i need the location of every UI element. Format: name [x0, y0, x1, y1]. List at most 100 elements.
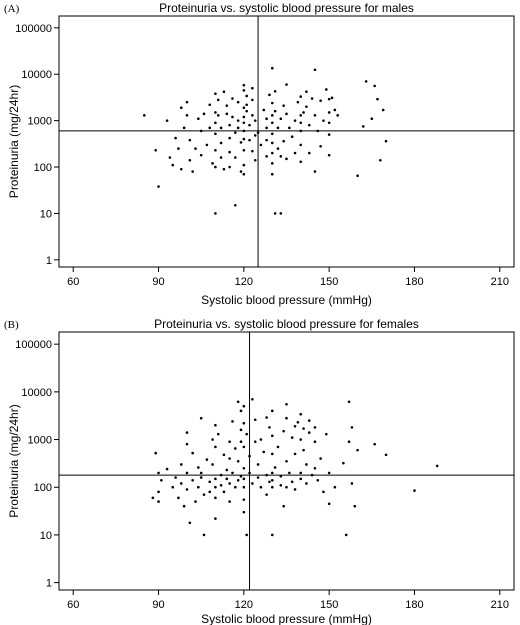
data-point	[228, 482, 231, 485]
data-point	[185, 114, 189, 117]
data-point	[251, 98, 254, 102]
data-point	[319, 144, 322, 148]
data-point	[356, 174, 359, 178]
data-point	[270, 162, 274, 165]
data-point	[270, 485, 274, 489]
x-axis-label: Systolic blood pressure (mmHg)	[201, 612, 372, 625]
data-point	[191, 478, 194, 482]
data-point	[333, 108, 337, 112]
data-point	[299, 129, 303, 133]
data-point	[285, 112, 288, 116]
data-point	[214, 485, 217, 489]
data-point	[239, 428, 243, 432]
data-point	[199, 416, 203, 420]
data-point	[285, 485, 288, 489]
data-point	[185, 431, 189, 434]
data-point	[313, 170, 317, 173]
data-point	[208, 126, 212, 130]
data-point	[165, 467, 169, 471]
data-point	[234, 447, 237, 450]
y-axis-label: Proteinuria (mg/24hr)	[7, 85, 21, 198]
data-point	[285, 402, 288, 406]
data-point	[270, 533, 274, 537]
data-point	[211, 463, 214, 466]
data-point	[265, 473, 268, 477]
data-point	[242, 137, 246, 141]
data-point	[364, 80, 368, 83]
data-point	[288, 471, 291, 475]
data-point	[302, 448, 305, 452]
data-point	[245, 109, 248, 113]
data-point	[151, 496, 155, 500]
data-point	[225, 112, 229, 116]
data-point	[313, 466, 317, 470]
data-point	[413, 489, 416, 492]
data-point	[302, 427, 305, 430]
data-point	[270, 478, 274, 482]
data-point	[239, 170, 243, 173]
x-tick-label: 210	[491, 599, 509, 611]
data-point	[191, 451, 194, 455]
data-point	[165, 119, 169, 122]
y-tick-label: 10	[40, 530, 52, 542]
data-point	[293, 424, 297, 428]
data-point	[160, 478, 163, 482]
data-point	[344, 533, 348, 537]
data-point	[199, 476, 203, 479]
data-point	[273, 466, 277, 469]
data-point	[143, 114, 146, 117]
data-point	[214, 423, 217, 427]
data-point	[270, 114, 274, 117]
data-point	[299, 412, 303, 416]
data-point	[168, 156, 172, 159]
data-point	[270, 66, 274, 70]
data-point	[273, 212, 277, 215]
data-point	[199, 471, 203, 475]
data-point	[259, 143, 263, 147]
data-point	[214, 517, 217, 520]
data-point	[350, 426, 354, 429]
data-point	[379, 158, 382, 162]
data-point	[185, 100, 189, 104]
data-point	[285, 83, 288, 86]
data-point	[270, 409, 274, 413]
data-point	[228, 457, 231, 460]
data-point	[276, 445, 280, 449]
data-point	[342, 461, 345, 465]
data-point	[270, 172, 274, 176]
x-tick-label: 90	[152, 276, 164, 288]
data-point	[279, 474, 283, 478]
data-point	[231, 420, 234, 423]
data-point	[228, 150, 231, 154]
x-tick-label: 150	[320, 276, 338, 288]
data-point	[174, 136, 177, 140]
data-point	[248, 138, 251, 142]
data-point	[245, 103, 248, 107]
data-point	[305, 463, 308, 466]
data-point	[222, 90, 226, 94]
panel-label: (A)	[4, 3, 20, 15]
data-point	[179, 463, 183, 466]
data-point	[299, 477, 303, 481]
data-point	[185, 471, 189, 475]
data-point	[279, 212, 283, 215]
data-point	[313, 426, 317, 429]
data-point	[290, 135, 294, 139]
data-point	[253, 158, 257, 162]
data-point	[330, 96, 334, 100]
data-point	[242, 172, 246, 176]
data-point	[313, 68, 317, 72]
data-point	[214, 148, 217, 152]
data-point	[242, 404, 246, 408]
data-point	[279, 155, 283, 158]
data-point	[356, 448, 359, 452]
x-tick-label: 210	[491, 276, 509, 288]
data-point	[179, 106, 183, 109]
data-point	[285, 157, 288, 161]
data-point	[208, 490, 212, 494]
data-point	[185, 442, 189, 446]
data-point	[214, 496, 217, 500]
data-point	[327, 153, 331, 157]
data-point	[197, 117, 200, 121]
data-point	[288, 126, 291, 130]
